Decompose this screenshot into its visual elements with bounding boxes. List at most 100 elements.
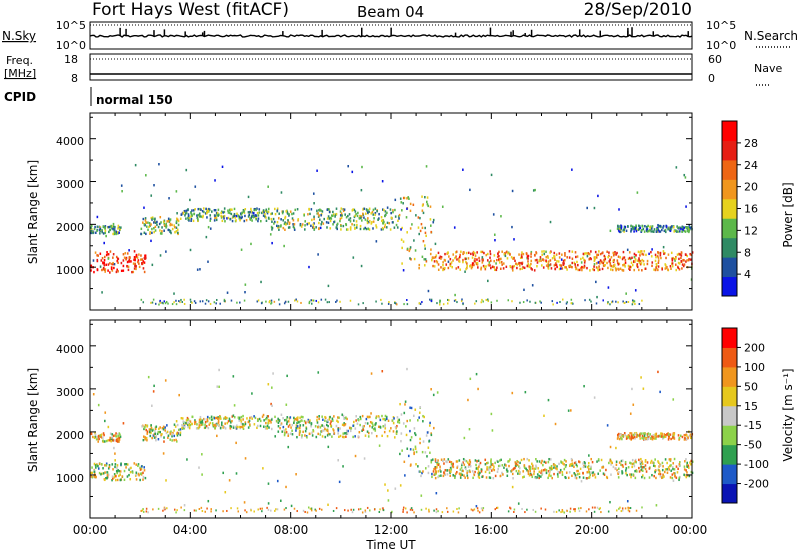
echo-cell (113, 266, 115, 270)
echo-cell (271, 404, 273, 407)
echo-cell (205, 235, 208, 239)
echo-cell (312, 192, 315, 195)
echo-cell (552, 463, 555, 466)
echo-cell (329, 422, 332, 425)
echo-cell (258, 211, 261, 214)
echo-cell (408, 249, 411, 253)
echo-cell (223, 210, 226, 214)
echo-cell (427, 471, 430, 475)
echo-cell (204, 302, 207, 305)
echo-cell (421, 195, 423, 198)
echo-cell (662, 437, 664, 440)
echo-cell (660, 435, 663, 438)
echo-cell (217, 417, 219, 420)
echo-cell (92, 435, 94, 439)
echo-cell (275, 508, 277, 511)
echo-cell (302, 430, 304, 434)
echo-cell (543, 252, 546, 256)
echo-cell (593, 265, 595, 268)
echo-cell (657, 435, 660, 438)
echo-cell (631, 256, 633, 259)
echo-cell (419, 470, 421, 473)
echo-cell (633, 255, 636, 259)
echo-cell (121, 475, 124, 478)
echo-cell (621, 509, 624, 512)
echo-cell (433, 260, 436, 263)
echo-cell (663, 229, 666, 233)
echo-cell (372, 213, 375, 216)
echo-cell (418, 411, 421, 414)
echo-cell (204, 426, 207, 429)
echo-cell (564, 252, 566, 255)
echo-cell (366, 219, 369, 223)
echo-cell (637, 268, 640, 272)
echo-cell (576, 469, 578, 473)
echo-cell (356, 422, 359, 425)
echo-cell (414, 433, 417, 437)
echo-cell (526, 469, 528, 472)
echo-cell (371, 210, 374, 214)
echo-cell (440, 256, 443, 259)
echo-cell (214, 216, 216, 219)
echo-cell (201, 473, 203, 476)
echo-cell (233, 207, 236, 211)
echo-cell (659, 475, 662, 478)
echo-cell (243, 424, 246, 427)
echo-cell (152, 390, 155, 393)
echo-cell (456, 466, 458, 469)
echo-cell (596, 253, 598, 257)
echo-cell (217, 214, 220, 217)
echo-cell (180, 417, 183, 420)
echo-cell (122, 422, 125, 425)
echo-cell (303, 228, 306, 231)
echo-cell (403, 303, 405, 306)
echo-cell (353, 223, 356, 227)
echo-cell (634, 432, 637, 435)
echo-cell (485, 298, 488, 301)
echo-cell (373, 217, 375, 220)
colorbar-swatch (722, 257, 737, 278)
echo-cell (287, 226, 290, 229)
echo-cell (526, 255, 529, 258)
echo-cell (691, 251, 694, 254)
echo-cell (107, 439, 110, 442)
echo-cell (174, 425, 177, 428)
echo-cell (617, 436, 619, 439)
echo-cell (598, 250, 600, 253)
echo-cell (323, 429, 325, 432)
echo-cell (183, 427, 186, 430)
echo-cell (228, 211, 231, 215)
echo-cell (247, 420, 250, 424)
echo-cell (610, 461, 613, 464)
echo-cell (308, 421, 311, 424)
echo-cell (600, 511, 602, 514)
echo-cell (224, 491, 227, 494)
echo-cell (390, 427, 392, 430)
echo-cell (588, 476, 591, 479)
echo-cell (366, 506, 369, 509)
echo-cell (593, 396, 596, 399)
echo-cell (374, 427, 376, 430)
echo-cell (609, 303, 611, 306)
echo-cell (571, 474, 573, 477)
echo-cell (615, 467, 617, 470)
echo-cell (158, 163, 160, 166)
echo-cell (150, 223, 152, 226)
echo-cell (171, 433, 174, 436)
echo-cell (521, 476, 524, 479)
echo-cell (689, 433, 692, 436)
echo-cell (157, 438, 160, 441)
echo-cell (631, 263, 634, 267)
echo-cell (318, 227, 320, 230)
echo-cell (639, 254, 641, 257)
echo-cell (681, 263, 684, 266)
echo-cell (472, 250, 475, 254)
echo-cell (167, 228, 170, 232)
echo-cell (675, 465, 678, 468)
echo-cell (318, 214, 320, 217)
echo-cell (593, 206, 596, 210)
echo-cell (101, 231, 103, 234)
echo-cell (177, 219, 180, 223)
velocity-colorbar-frame (721, 327, 738, 504)
echo-cell (245, 218, 248, 222)
